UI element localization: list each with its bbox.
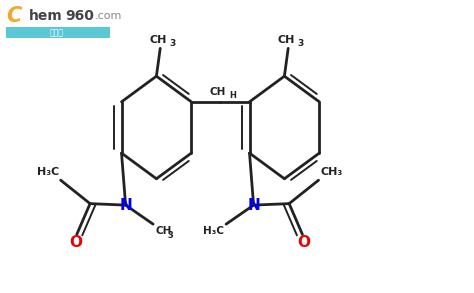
- Text: CH: CH: [277, 35, 294, 45]
- Text: hem: hem: [28, 9, 62, 23]
- Text: O: O: [69, 235, 82, 250]
- Text: N: N: [247, 197, 260, 213]
- Text: H: H: [229, 91, 236, 100]
- Text: .com: .com: [95, 11, 122, 21]
- Text: 3: 3: [168, 231, 173, 240]
- FancyBboxPatch shape: [6, 27, 110, 38]
- Text: 3: 3: [169, 39, 175, 48]
- Text: 960: 960: [65, 9, 94, 23]
- Text: H₃C: H₃C: [36, 167, 59, 177]
- Text: CH: CH: [149, 35, 166, 45]
- Text: O: O: [297, 235, 310, 250]
- Text: C: C: [7, 6, 22, 26]
- Text: CH₃: CH₃: [320, 167, 343, 177]
- Text: N: N: [119, 197, 132, 213]
- Text: 化工网: 化工网: [50, 29, 64, 38]
- Text: CH: CH: [210, 86, 226, 97]
- Text: H₃C: H₃C: [203, 226, 224, 236]
- Text: CH: CH: [155, 226, 172, 236]
- Text: 3: 3: [297, 39, 303, 48]
